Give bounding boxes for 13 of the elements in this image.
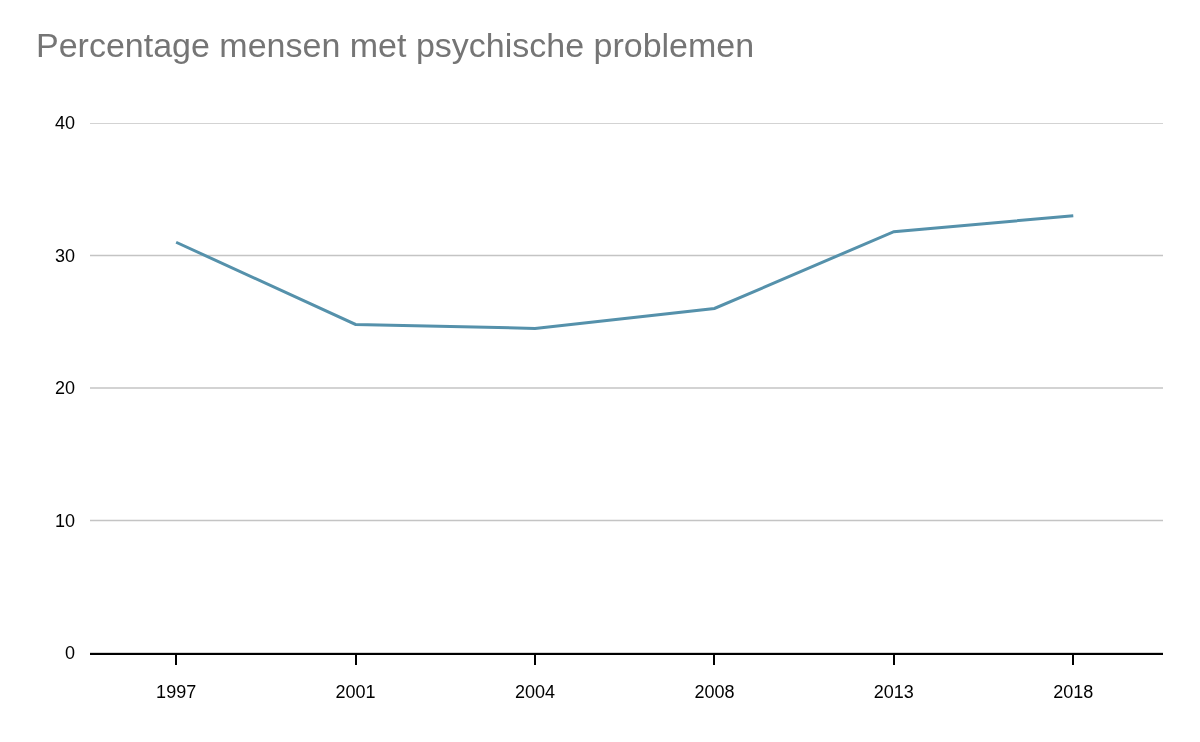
x-tick-label: 2001 [335,682,376,703]
y-tick-label: 40 [54,113,75,134]
chart-title: Percentage mensen met psychische problemen [36,26,755,65]
x-tick-label: 2013 [873,682,914,703]
x-tick-label: 2008 [694,682,735,703]
x-tick-label: 2004 [514,682,556,703]
line-series [174,214,1075,330]
x-tick-label: 2018 [1053,682,1094,703]
y-tick-label: 0 [64,643,75,664]
y-tick-label: 10 [54,510,75,531]
y-tick-label: 30 [54,245,75,266]
x-tick-label: 1997 [156,682,197,703]
y-tick-label: 20 [54,378,75,399]
